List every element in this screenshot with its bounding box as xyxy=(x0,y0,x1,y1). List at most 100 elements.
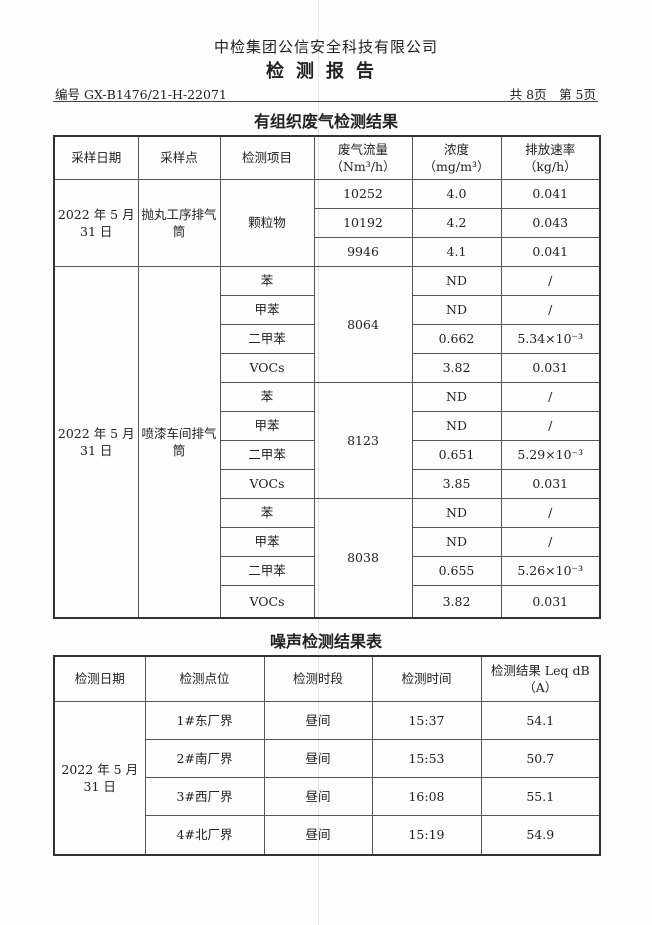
emission-rate-cell: 0.043 xyxy=(500,207,601,238)
emission-rate-cell: 0.041 xyxy=(500,236,601,267)
test-item-cell: VOCs xyxy=(219,352,315,383)
column-header: 检测时间 xyxy=(371,655,482,702)
table-row: 9946 4.1 0.041 xyxy=(54,236,601,267)
emission-rate-cell: / xyxy=(500,381,601,412)
table-row: 苯 8038 ND / xyxy=(54,497,601,619)
test-date-cell: 2022 年 5 月 31 日 xyxy=(53,700,146,856)
sampling-point-cell: 喷漆车间排气筒 xyxy=(137,265,221,619)
table-row: 4#北厂界 昼间 15:19 54.9 xyxy=(54,814,601,856)
exhaust-gas-table: 采样日期 采样点 检测项目 废气流量（Nm³/h） 浓度（mg/m³） 排放速率（kg/h… xyxy=(53,135,601,619)
test-period-cell: 昼间 xyxy=(263,776,373,816)
test-item-cell: 二甲苯 xyxy=(219,555,315,586)
emission-rate-cell: 0.031 xyxy=(500,584,601,619)
table-row: 苯 8123 ND / xyxy=(54,381,601,499)
test-point-cell: 4#北厂界 xyxy=(144,814,265,856)
emission-rate-cell: / xyxy=(500,294,601,325)
column-header: 检测结果 Leq dB（A） xyxy=(480,655,601,702)
test-item-cell: 苯 xyxy=(219,265,315,296)
flow-cell: 8064 xyxy=(313,265,413,383)
company-name: 中检集团公信安全科技有限公司 xyxy=(213,38,438,56)
result-cell: 50.7 xyxy=(480,738,601,778)
sampling-date-cell: 2022 年 5 月 31 日 xyxy=(53,265,139,619)
column-header: 采样点 xyxy=(137,135,221,180)
test-item-cell: 二甲苯 xyxy=(219,323,315,354)
header-divider xyxy=(53,101,598,102)
noise-table: 检测日期 检测点位 检测时段 检测时间 检测结果 Leq dB（A） 2022 年 5 月… xyxy=(53,655,601,856)
emission-rate-cell: / xyxy=(500,526,601,557)
column-header: 废气流量（Nm³/h） xyxy=(313,135,413,180)
emission-rate-cell: 5.26×10⁻³ xyxy=(500,555,601,586)
emission-rate-cell: 5.34×10⁻³ xyxy=(500,323,601,354)
report-title: 检测报告 xyxy=(266,61,386,82)
table-row: 甲苯 ND / xyxy=(54,526,601,557)
table-row: 2022 年 5 月 31 日抛丸工序排气筒 颗粒物 10252 4.0 0.041 xyxy=(53,178,601,267)
concentration-cell: ND xyxy=(411,497,502,528)
test-item-cell: 颗粒物 xyxy=(219,178,315,267)
test-item-cell: 苯 xyxy=(219,497,315,528)
flow-cell: 10252 xyxy=(313,178,413,209)
table-row: VOCs 3.82 0.031 xyxy=(54,352,601,383)
table-row: 甲苯 ND / xyxy=(54,410,601,441)
emission-rate-cell: 5.29×10⁻³ xyxy=(500,439,601,470)
test-time-cell: 15:37 xyxy=(371,700,482,740)
concentration-cell: 0.662 xyxy=(411,323,502,354)
emission-rate-cell: / xyxy=(500,410,601,441)
concentration-cell: ND xyxy=(411,381,502,412)
test-time-cell: 15:19 xyxy=(371,814,482,856)
test-item-cell: VOCs xyxy=(219,584,315,619)
concentration-cell: 4.0 xyxy=(411,178,502,209)
test-time-cell: 15:53 xyxy=(371,738,482,778)
test-item-cell: VOCs xyxy=(219,468,315,499)
concentration-cell: 0.651 xyxy=(411,439,502,470)
test-period-cell: 昼间 xyxy=(263,814,373,856)
result-cell: 55.1 xyxy=(480,776,601,816)
concentration-cell: 4.2 xyxy=(411,207,502,238)
table-row: 2022 年 5 月 31 日喷漆车间排气筒苯 8064 ND / xyxy=(53,265,601,619)
emission-rate-cell: 0.031 xyxy=(500,352,601,383)
concentration-cell: 3.82 xyxy=(411,352,502,383)
column-header: 采样日期 xyxy=(53,135,139,180)
concentration-cell: 4.1 xyxy=(411,236,502,267)
concentration-cell: 3.85 xyxy=(411,468,502,499)
table-row: 甲苯 ND / xyxy=(54,294,601,325)
concentration-cell: ND xyxy=(411,265,502,296)
column-header: 检测项目 xyxy=(219,135,315,180)
emission-rate-cell: 0.041 xyxy=(500,178,601,209)
concentration-cell: 0.655 xyxy=(411,555,502,586)
column-header: 检测时段 xyxy=(263,655,373,702)
flow-cell: 9946 xyxy=(313,236,413,267)
concentration-cell: ND xyxy=(411,410,502,441)
column-header: 检测点位 xyxy=(144,655,265,702)
concentration-cell: ND xyxy=(411,294,502,325)
test-point-cell: 2#南厂界 xyxy=(144,738,265,778)
table-row: VOCs 3.85 0.031 xyxy=(54,468,601,499)
table-row: 检测日期 检测点位 检测时段 检测时间 检测结果 Leq dB（A） xyxy=(53,655,601,702)
test-item-cell: 二甲苯 xyxy=(219,439,315,470)
page-indicator: 共 8页 第 5页 xyxy=(509,87,596,102)
result-cell: 54.1 xyxy=(480,700,601,740)
concentration-cell: ND xyxy=(411,526,502,557)
column-header: 检测日期 xyxy=(53,655,146,702)
flow-cell: 10192 xyxy=(313,207,413,238)
test-item-cell: 甲苯 xyxy=(219,410,315,441)
test-point-cell: 3#西厂界 xyxy=(144,776,265,816)
table-row: VOCs 3.82 0.031 xyxy=(54,584,601,619)
flow-cell: 8123 xyxy=(313,381,413,499)
noise-section-title: 噪声检测结果表 xyxy=(269,632,382,651)
column-header: 排放速率（kg/h） xyxy=(500,135,601,180)
test-point-cell: 1#东厂界 xyxy=(144,700,265,740)
sampling-point-cell: 抛丸工序排气筒 xyxy=(137,178,221,267)
test-period-cell: 昼间 xyxy=(263,738,373,778)
gas-section-title: 有组织废气检测结果 xyxy=(253,112,398,131)
concentration-cell: 3.82 xyxy=(411,584,502,619)
flow-cell: 8038 xyxy=(313,497,413,619)
emission-rate-cell: 0.031 xyxy=(500,468,601,499)
table-row: 二甲苯 0.655 5.26×10⁻³ xyxy=(54,555,601,586)
table-row: 10192 4.2 0.043 xyxy=(54,207,601,238)
test-item-cell: 苯 xyxy=(219,381,315,412)
document-number: 编号 GX-B1476/21-H-22071 xyxy=(55,87,227,102)
table-row: 采样日期 采样点 检测项目 废气流量（Nm³/h） 浓度（mg/m³） 排放速率（kg/h… xyxy=(53,135,601,180)
emission-rate-cell: / xyxy=(500,265,601,296)
test-time-cell: 16:08 xyxy=(371,776,482,816)
